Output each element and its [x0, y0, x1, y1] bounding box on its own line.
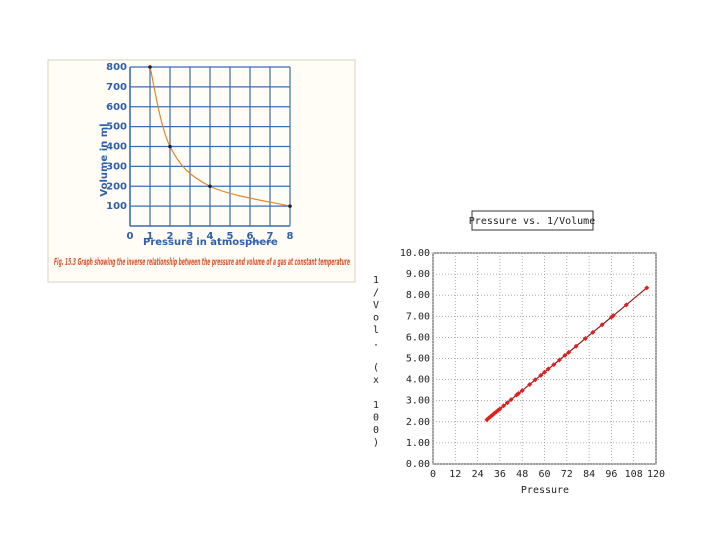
x-tick-label: 60	[538, 469, 550, 480]
x-tick-label: 120	[647, 469, 665, 480]
x-tick-label: 2	[167, 231, 174, 242]
data-point	[508, 397, 514, 403]
data-point	[545, 366, 551, 372]
x-tick-label: 96	[605, 469, 617, 480]
y-tick-label: 300	[106, 161, 127, 172]
chart-title: Pressure vs. 1/Volume	[469, 216, 595, 227]
y-tick-label: 9.00	[406, 269, 430, 280]
data-point	[532, 377, 538, 383]
data-point	[610, 313, 616, 319]
data-point	[623, 302, 629, 308]
y-tick-label: 3.00	[406, 396, 430, 407]
data-point	[562, 352, 568, 358]
y-tick-label: 500	[106, 122, 127, 133]
x-tick-label: 8	[287, 231, 294, 242]
y-tick-label: 8.00	[406, 290, 430, 301]
data-point	[501, 403, 507, 409]
x-tick-label: 7	[267, 231, 274, 242]
data-point	[551, 362, 557, 368]
y-tick-label: 0.00	[406, 459, 430, 470]
data-point	[590, 329, 596, 335]
x-tick-label: 36	[494, 469, 506, 480]
x-tick-label: 3	[187, 231, 194, 242]
figure-frame	[47, 59, 356, 283]
x-axis-label: Pressure	[521, 485, 569, 496]
y-tick-label: 4.00	[406, 375, 430, 386]
x-tick-label: 6	[247, 231, 254, 242]
y-axis-label: Volume in ml	[99, 123, 110, 196]
x-tick-label: 108	[625, 469, 643, 480]
x-tick-label: 4	[207, 231, 214, 242]
y-tick-label: 200	[106, 181, 127, 192]
y-tick-label: 700	[106, 82, 127, 93]
data-point	[497, 406, 503, 412]
data-point	[148, 65, 152, 69]
data-point	[288, 204, 292, 208]
y-tick-label: 2.00	[406, 417, 430, 428]
data-point	[538, 372, 544, 378]
y-axis-label: 1/Vol. (x 100)	[371, 275, 382, 450]
x-tick-label: 0	[430, 469, 436, 480]
chart-pressure-volume: 100 200 300 400 500 600 700 800 0 1 2 3 4 5 6 7 8 Pressur…	[54, 62, 350, 268]
y-tick-label: 7.00	[406, 311, 430, 322]
data-point	[168, 144, 172, 149]
data-point	[582, 335, 588, 341]
data-point	[504, 400, 510, 406]
data-point	[542, 369, 547, 375]
x-tick-label: 0	[127, 231, 134, 242]
x-tick-label: 72	[561, 469, 573, 480]
x-tick-label: 5	[227, 231, 234, 242]
data-point	[566, 349, 572, 355]
y-tick-label: 600	[106, 102, 127, 113]
y-tick-label: 6.00	[406, 332, 430, 343]
series-line	[149, 66, 291, 207]
x-axis-label: Pressure in atmosphere	[143, 237, 278, 248]
data-point	[527, 381, 533, 387]
data-point	[515, 391, 521, 397]
data-point	[519, 388, 525, 394]
data-point	[644, 285, 650, 291]
x-tick-label: 84	[583, 469, 595, 480]
title-box	[471, 210, 594, 231]
y-tick-label: 10.00	[400, 248, 430, 259]
y-tick-label: 400	[106, 142, 127, 153]
x-tick-label: 12	[449, 469, 461, 480]
data-point	[556, 357, 562, 363]
data-point	[599, 322, 605, 328]
y-tick-label: 1.00	[406, 438, 430, 449]
x-tick-label: 24	[472, 469, 484, 480]
chart-pressure-inverse-volume: 0.00 1.00 2.00 3.00 4.00 5.00 6.00 7.00 8.00 9.00…	[371, 210, 665, 496]
data-point	[573, 343, 579, 349]
x-tick-label: 48	[516, 469, 528, 480]
y-tick-label: 800	[106, 62, 127, 73]
y-tick-label: 100	[106, 201, 127, 212]
x-tick-label: 1	[147, 231, 154, 242]
data-point	[208, 184, 212, 189]
caption: Fig. 15.3 Graph showing the inverse rela…	[54, 257, 350, 268]
y-tick-label: 5.00	[406, 354, 430, 365]
